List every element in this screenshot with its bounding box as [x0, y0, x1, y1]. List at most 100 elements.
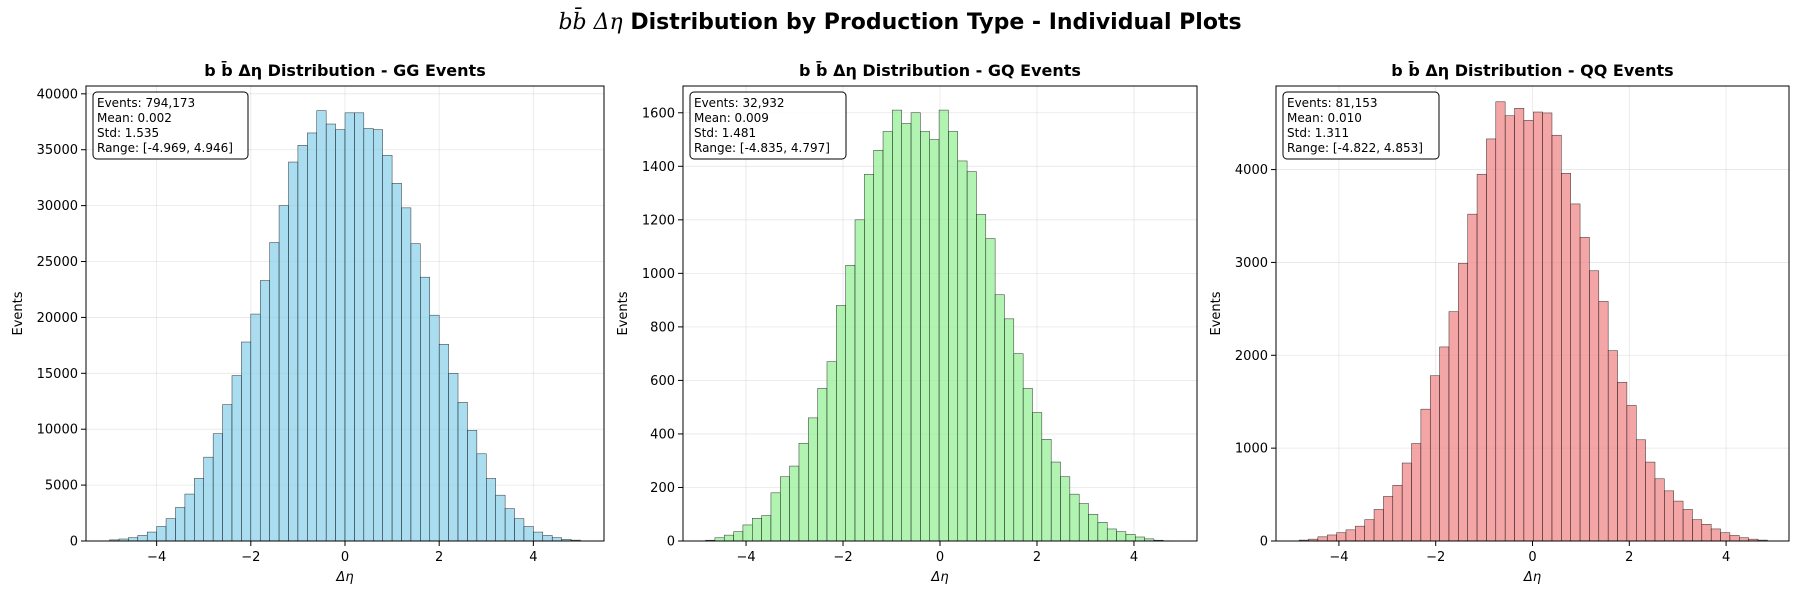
y-tick-label: 15000	[37, 367, 78, 382]
histogram-bar	[438, 343, 449, 542]
x-tick-label: 0	[1528, 550, 1536, 565]
histogram-bar	[948, 131, 959, 542]
stats-line: Range: [-4.835, 4.797]	[694, 141, 830, 155]
histogram-bar	[920, 131, 930, 542]
histogram-bar	[854, 219, 865, 542]
x-axis-label: Δη	[1523, 570, 1541, 585]
histogram-bar	[523, 526, 534, 542]
histogram-bar	[1607, 350, 1618, 542]
histogram-bar	[742, 524, 753, 542]
y-tick-label: 600	[650, 374, 675, 389]
histogram-bar	[1561, 173, 1571, 542]
histogram-bar	[1116, 531, 1127, 542]
histogram-bar	[1078, 503, 1089, 542]
histogram-bar	[241, 341, 252, 542]
histogram-bar	[146, 531, 157, 542]
stats-line: Range: [-4.969, 4.946]	[97, 141, 233, 155]
histogram-bar	[165, 518, 176, 542]
histogram-bar	[373, 129, 383, 542]
histogram-bar	[1401, 462, 1412, 542]
histogram-bar	[1533, 111, 1543, 542]
x-tick-label: −4	[147, 550, 166, 565]
y-tick-label: 25000	[37, 255, 78, 270]
histogram-bar	[335, 129, 346, 542]
chart-panel-0: −4 −2 0 2 4 0 5000 10000 15000 20000 25000 30000 350…	[11, 60, 605, 585]
histogram-bar	[278, 205, 289, 542]
histogram-bar	[1317, 536, 1328, 542]
histogram-bar	[929, 139, 940, 542]
histogram-bar	[985, 238, 996, 542]
y-tick-label: 4000	[1235, 163, 1268, 178]
histogram-bar	[798, 443, 809, 542]
histogram-bar	[1134, 536, 1145, 542]
histogram-bar	[325, 123, 336, 542]
histogram-bar	[401, 207, 412, 542]
y-tick-label: 1200	[642, 213, 675, 228]
histogram-bar	[1682, 509, 1693, 542]
histogram-bar	[1654, 478, 1665, 542]
histogram-bar	[1429, 375, 1440, 542]
histogram-bar	[1336, 532, 1347, 542]
histogram-bar	[770, 492, 781, 542]
histogram-bar	[307, 132, 317, 542]
histogram-bar	[1692, 519, 1703, 542]
y-tick-label: 20000	[37, 311, 78, 326]
y-tick-label: 1600	[642, 106, 675, 121]
x-tick-label: −2	[241, 550, 260, 565]
histogram-bar	[457, 402, 468, 542]
histogram-bar	[1355, 525, 1365, 542]
histogram-bar	[363, 128, 374, 542]
y-tick-label: 35000	[37, 143, 78, 158]
histogram-bar	[316, 110, 327, 542]
stats-line: Events: 81,153	[1287, 96, 1377, 110]
histogram-bar	[761, 515, 772, 542]
histogram-bar	[1060, 476, 1071, 542]
stats-box	[1282, 91, 1440, 160]
histogram-bar	[1069, 493, 1080, 542]
x-tick-label: 4	[1722, 550, 1730, 565]
histogram-bar	[420, 276, 431, 542]
histogram-bar	[826, 361, 837, 542]
stats-line: Std: 1.311	[1287, 126, 1349, 140]
y-tick-label: 30000	[37, 199, 78, 214]
histogram-bar	[733, 531, 744, 542]
y-tick-label: 200	[650, 481, 675, 496]
histogram-bar	[1720, 532, 1731, 542]
histogram-bar	[808, 417, 818, 542]
y-tick-label: 800	[650, 320, 675, 335]
x-tick-label: −2	[833, 550, 852, 565]
histogram-bar	[1345, 529, 1356, 542]
histogram-bar	[957, 160, 968, 542]
histogram-bar	[410, 243, 421, 542]
histogram-bar	[175, 507, 186, 542]
histogram-bar	[250, 313, 261, 542]
chart-panel-1: −4 −2 0 2 4 0 200 400 600 800 1000 1200 1400 1600 Δη Ev…	[616, 60, 1198, 585]
histogram-bar	[1486, 138, 1497, 542]
histogram-bar	[1041, 439, 1052, 542]
histogram-bar	[551, 537, 562, 542]
histogram-bar	[1013, 353, 1024, 542]
histogram-bar	[448, 373, 459, 542]
histogram-bar	[1664, 490, 1674, 542]
histogram-bar	[1514, 108, 1525, 542]
histogram-bar	[1476, 173, 1487, 542]
histogram-bar	[495, 494, 506, 542]
histogram-bar	[976, 214, 987, 542]
x-tick-label: 0	[936, 550, 944, 565]
histogram-bar	[1673, 500, 1684, 542]
histogram-bar	[938, 109, 949, 542]
histogram-bar	[486, 478, 496, 542]
histogram-bar	[1467, 213, 1478, 542]
y-tick-label: 40000	[37, 87, 78, 102]
histogram-bar	[1523, 120, 1534, 542]
chart-title: b b̄ Δη Distribution - GG Events	[204, 60, 485, 80]
histogram-bar	[1458, 263, 1468, 542]
y-axis-label: Events	[1209, 291, 1224, 335]
histogram-bar	[429, 314, 440, 542]
histogram-bar	[533, 531, 544, 542]
figure-title-text: Distribution by Production Type - Indivi…	[630, 10, 1242, 35]
histogram-bar	[1589, 270, 1600, 542]
histogram-bar	[203, 456, 214, 542]
y-tick-label: 0	[1260, 535, 1268, 550]
